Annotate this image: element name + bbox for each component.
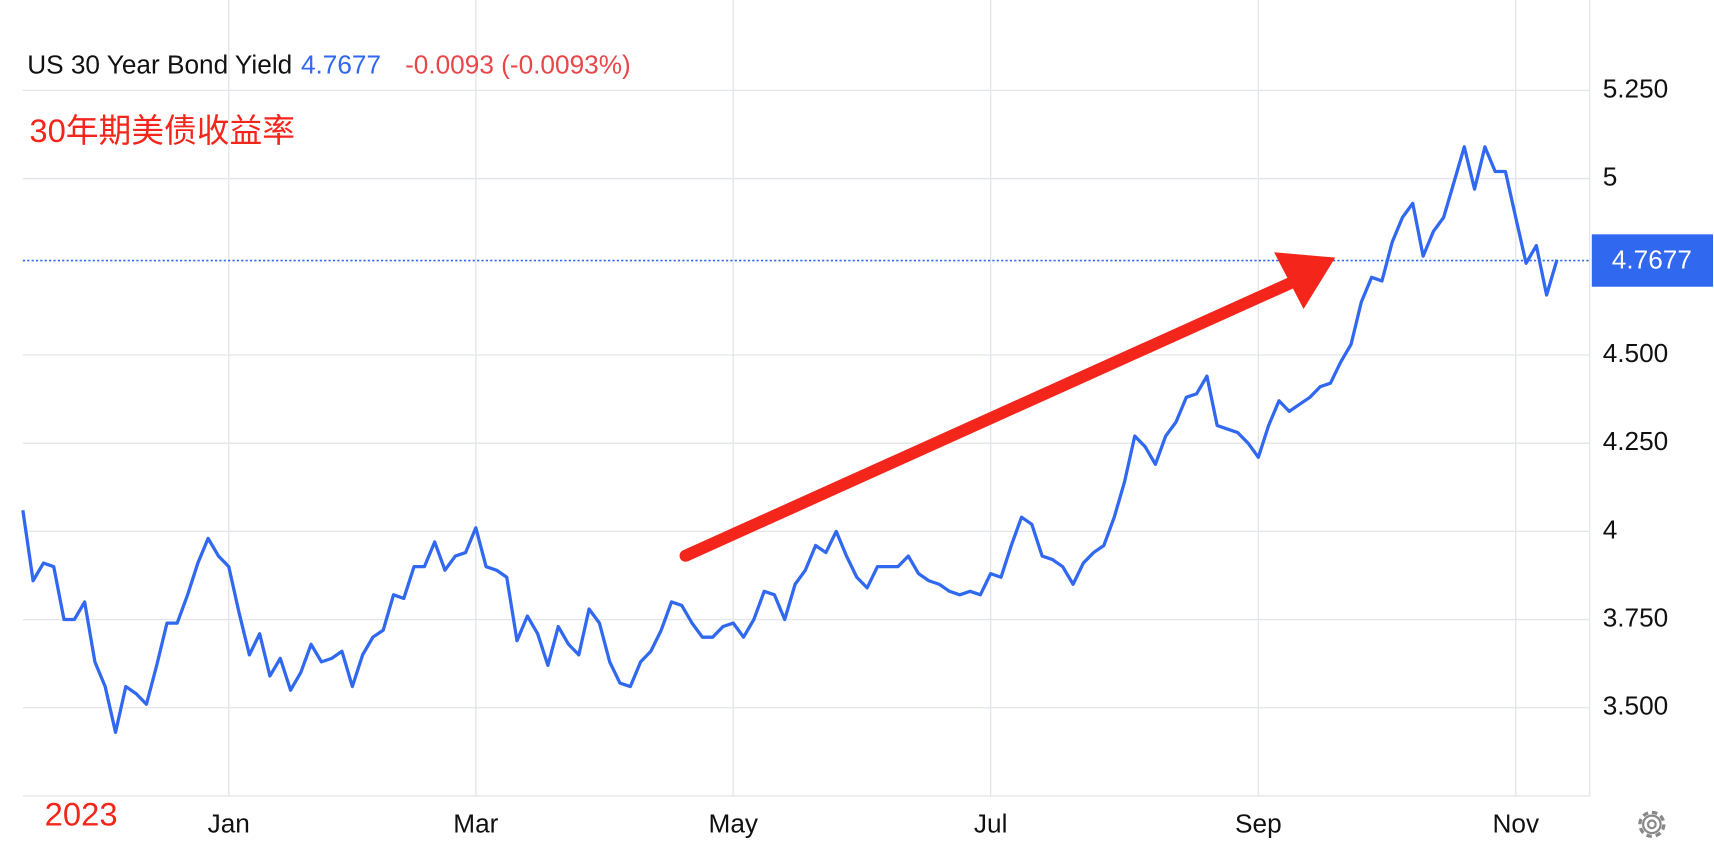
- x-tick-label: Mar: [453, 808, 498, 838]
- price-tag: [1591, 234, 1713, 287]
- annotation: 30年期美债收益率: [29, 112, 295, 149]
- trend-arrow: [679, 252, 1336, 562]
- x-tick-label: Jan: [208, 808, 250, 838]
- y-tick-label: 4.250: [1603, 426, 1669, 456]
- gear-ring[interactable]: [1642, 814, 1662, 835]
- arrow-shaft: [679, 274, 1302, 562]
- current-value: 4.7677: [301, 50, 381, 80]
- series-line: [21, 145, 1559, 735]
- y-tick-label: 4.500: [1603, 338, 1669, 368]
- y-tick-label: 5.250: [1603, 73, 1669, 103]
- plot: [21, 145, 1559, 735]
- x-tick-label: Jul: [974, 808, 1007, 838]
- y-tick-label: 3.750: [1603, 602, 1669, 632]
- gear-teeth[interactable]: [1638, 810, 1666, 838]
- grid: [22, 0, 1590, 796]
- x-tick-label: Nov: [1492, 808, 1539, 838]
- price-tag-label: 4.7677: [1612, 245, 1692, 275]
- year-label: 2023: [45, 795, 118, 832]
- x-tick-label: May: [709, 808, 759, 838]
- chart-title: US 30 Year Bond Yield: [27, 50, 292, 80]
- settings-icon[interactable]: [1638, 810, 1666, 838]
- y-tick-label: 5: [1603, 161, 1618, 191]
- gear-hub[interactable]: [1646, 819, 1657, 830]
- y-tick-label: 3.500: [1603, 691, 1669, 721]
- header: US 30 Year Bond Yield 4.7677 -0.0093 (-0.0…: [27, 50, 631, 80]
- x-tick-label: Sep: [1235, 808, 1282, 838]
- arrow-head: [1274, 252, 1336, 309]
- change: -0.0093 (-0.0093%): [405, 50, 631, 80]
- y-tick-label: 4: [1603, 514, 1618, 544]
